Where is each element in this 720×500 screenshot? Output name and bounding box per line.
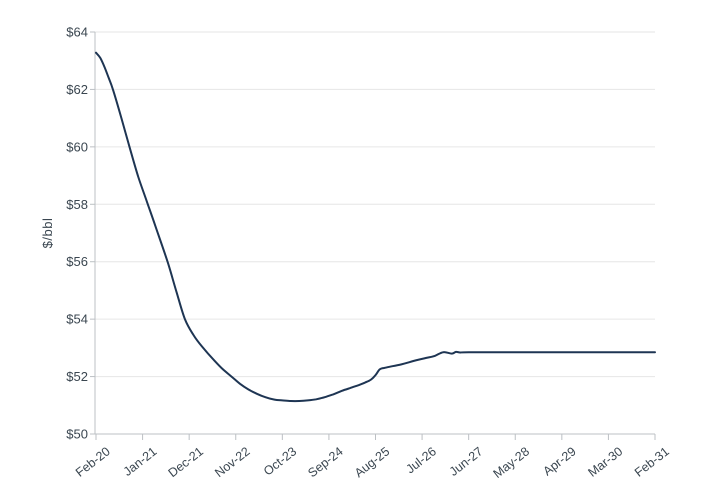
y-tick-label: $50	[66, 427, 88, 442]
x-tick-label: Dec-21	[166, 444, 206, 480]
x-tick-label: Apr-29	[540, 444, 578, 478]
x-tick-label: Feb-31	[632, 444, 672, 479]
x-tick-label: Feb-20	[73, 444, 113, 479]
x-tick-label: Aug-25	[352, 444, 392, 480]
x-tick-label: Mar-30	[585, 444, 625, 479]
x-tick-label: Oct-23	[261, 444, 299, 478]
x-tick-label: Jun-27	[447, 444, 486, 479]
y-tick-label: $56	[66, 254, 88, 269]
y-tick-label: $52	[66, 369, 88, 384]
y-tick-label: $64	[66, 25, 88, 40]
y-axis-title: $/bbl	[40, 218, 55, 249]
x-tick-label: Jul-26	[403, 444, 438, 476]
y-tick-label: $58	[66, 197, 88, 212]
y-tick-label: $54	[66, 312, 88, 327]
x-tick-label: Jan-21	[121, 444, 160, 479]
y-tick-label: $62	[66, 82, 88, 97]
price-curve-line	[95, 51, 656, 403]
x-tick-label: May-28	[491, 444, 533, 481]
x-tick-label: Nov-22	[212, 444, 252, 480]
y-tick-label: $60	[66, 139, 88, 154]
x-tick-label: Sep-24	[305, 444, 345, 480]
